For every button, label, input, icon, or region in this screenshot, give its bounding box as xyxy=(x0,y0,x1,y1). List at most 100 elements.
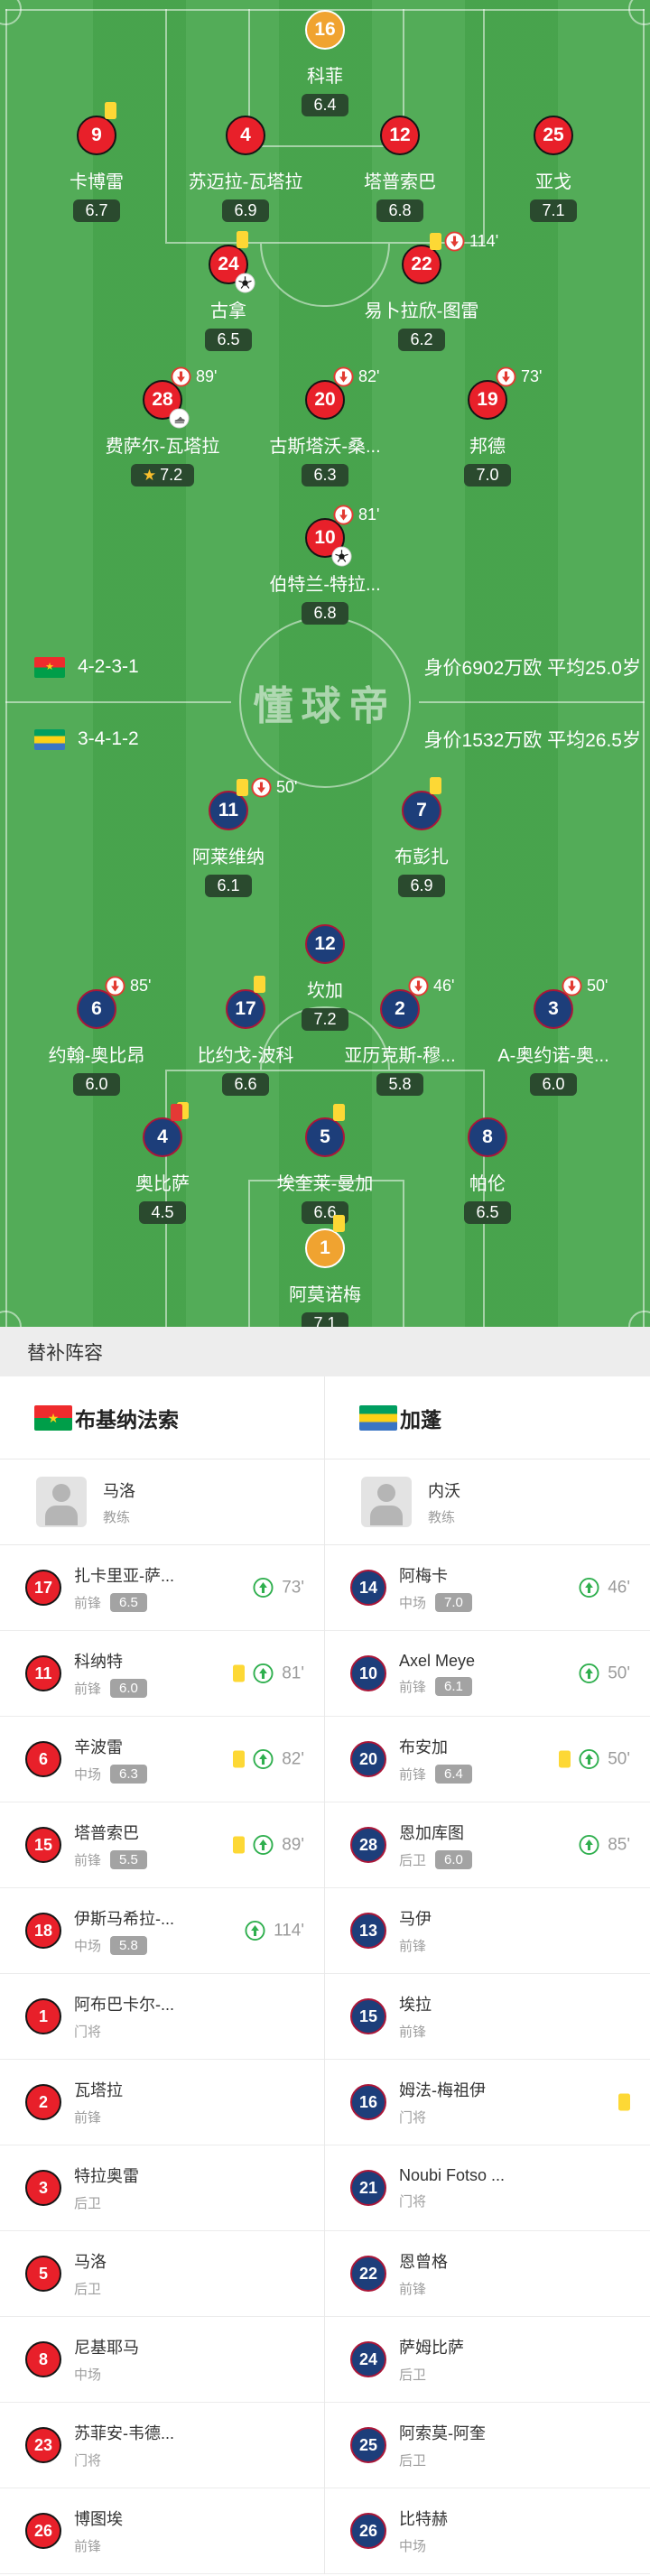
substitute-row[interactable]: 23 苏菲安-韦德... 门将 xyxy=(0,2403,324,2488)
sub-position: 前锋 xyxy=(399,1767,427,1783)
substitute-row[interactable]: 21 Noubi Fotso ... 门将 xyxy=(325,2145,650,2231)
pitch-player[interactable]: 17 比约戈-波科 6.6 xyxy=(160,976,331,1096)
yellow-card-icon xyxy=(430,233,441,250)
yellow-card-icon xyxy=(233,1836,246,1854)
sub-number: 20 xyxy=(358,1749,378,1768)
sub-position: 中场 xyxy=(74,1767,102,1783)
pitch-player[interactable]: 4 苏迈拉-瓦塔拉 6.9 xyxy=(160,116,331,222)
sub-shirt-circle: 23 xyxy=(25,2427,61,2463)
pitch-player[interactable]: 6 约翰-奥比昂 6.0 85' xyxy=(11,976,182,1096)
home-team-header[interactable]: 布基纳法索 xyxy=(0,1376,324,1459)
pitch-player[interactable]: 12 塔普索巴 6.8 xyxy=(314,116,486,222)
sub-shirt-circle: 15 xyxy=(25,1827,61,1863)
substitute-row[interactable]: 1 阿布巴卡尔-... 门将 xyxy=(0,1974,324,2060)
sub-off-icon xyxy=(251,777,272,798)
sub-on-icon xyxy=(253,1834,274,1856)
substitute-row[interactable]: 24 萨姆比萨 后卫 xyxy=(325,2317,650,2403)
sub-rating-badge: 7.0 xyxy=(435,1593,472,1612)
pitch-player[interactable]: 24 古拿 6.5 xyxy=(143,231,314,351)
substitute-row[interactable]: 18 伊斯马希拉-... 中场 5.8 114' xyxy=(0,1888,324,1974)
substitute-row[interactable]: 26 博图埃 前锋 xyxy=(0,2488,324,2574)
pitch-player[interactable]: 9 卡博雷 6.7 xyxy=(11,102,182,222)
pitch-player[interactable]: 10 伯特兰-特拉... 6.8 81' xyxy=(239,505,411,625)
sub-position: 后卫 xyxy=(399,2368,427,2383)
sub-off-minute: 46' xyxy=(433,977,455,995)
substitute-row[interactable]: 11 科纳特 前锋 6.0 81' xyxy=(0,1631,324,1717)
pitch-player[interactable]: 25 亚戈 7.1 xyxy=(468,116,639,222)
pitch-player[interactable]: 20 古斯塔沃-桑... 6.3 82' xyxy=(239,366,411,486)
sub-off-icon xyxy=(333,366,354,387)
sub-position: 前锋 xyxy=(399,2025,427,2040)
player-rating: 6.8 xyxy=(313,604,337,622)
pitch-player[interactable]: 16 科菲 6.4 xyxy=(239,10,411,116)
pitch-player[interactable]: 7 布彭扎 6.9 xyxy=(336,777,507,897)
away-substitutes-list: 14 阿梅卡 中场 7.0 46' 10 Axel Meye 前锋 6.1 50… xyxy=(325,1545,650,2574)
goal-ball-icon xyxy=(331,546,352,567)
home-coach-row[interactable]: 马洛 教练 xyxy=(0,1459,324,1545)
player-rating: 4.5 xyxy=(151,1203,174,1221)
sub-row-icons: 73' xyxy=(253,1577,304,1598)
goal-ball-icon xyxy=(235,273,255,293)
player-name: 坎加 xyxy=(307,981,343,1001)
player-rating-badge: 6.0 xyxy=(530,1073,577,1096)
away-substitutes-column: 加蓬 内沃 教练 14 阿梅卡 中场 7.0 46' 10 Axel Meye xyxy=(325,1376,650,2574)
substitute-row[interactable]: 16 姆法-梅祖伊 门将 xyxy=(325,2060,650,2145)
substitute-row[interactable]: 8 尼基耶马 中场 xyxy=(0,2317,324,2403)
substitute-row[interactable]: 15 塔普索巴 前锋 5.5 89' xyxy=(0,1802,324,1888)
substitute-row[interactable]: 10 Axel Meye 前锋 6.1 50' xyxy=(325,1631,650,1717)
player-rating: 7.0 xyxy=(476,466,499,484)
corner-arc xyxy=(628,1311,650,1327)
player-rating: 6.3 xyxy=(313,466,337,484)
penalty-box-bottom xyxy=(165,1070,485,1327)
player-top-badges xyxy=(333,1215,345,1232)
pitch-player[interactable]: 22 易卜拉欣-图雷 6.2 114' xyxy=(336,231,507,351)
pitch-player[interactable]: 2 亚历克斯-穆... 5.8 46' xyxy=(314,976,486,1096)
substitute-row[interactable]: 13 马伊 前锋 xyxy=(325,1888,650,1974)
sub-row-icons: 114' xyxy=(245,1920,304,1941)
sub-row-icons: 50' xyxy=(579,1663,630,1684)
player-number: 3 xyxy=(548,998,559,1019)
pitch-player[interactable]: 3 A-奥约诺-奥... 6.0 50' xyxy=(468,976,639,1096)
pitch-player[interactable]: 12 坎加 7.2 xyxy=(239,924,411,1031)
player-rating: 7.1 xyxy=(542,201,565,219)
pitch-player[interactable]: 4 奥比萨 4.5 xyxy=(77,1102,248,1224)
away-team-header[interactable]: 加蓬 xyxy=(325,1376,650,1459)
substitute-row[interactable]: 15 埃拉 前锋 xyxy=(325,1974,650,2060)
player-rating: 6.6 xyxy=(313,1203,337,1221)
substitute-row[interactable]: 22 恩曾格 前锋 xyxy=(325,2231,650,2317)
sub-shirt-circle: 3 xyxy=(25,2170,61,2206)
pitch-player[interactable]: 11 阿莱维纳 6.1 50' xyxy=(143,777,314,897)
player-rating-badge: 6.0 xyxy=(73,1073,120,1096)
pitch-player[interactable]: 1 阿莫诺梅 7.1 xyxy=(239,1215,411,1327)
substitute-row[interactable]: 17 扎卡里亚-萨... 前锋 6.5 73' xyxy=(0,1545,324,1631)
substitute-row[interactable]: 28 恩加库图 后卫 6.0 85' xyxy=(325,1802,650,1888)
player-number: 10 xyxy=(314,527,336,548)
pitch-player[interactable]: 5 埃奎莱-曼加 6.6 xyxy=(239,1104,411,1224)
substitute-row[interactable]: 6 辛波雷 中场 6.3 82' xyxy=(0,1717,324,1802)
substitute-row[interactable]: 26 比特赫 中场 xyxy=(325,2488,650,2574)
pitch-player[interactable]: 19 邦德 7.0 73' xyxy=(402,366,573,486)
substitute-row[interactable]: 5 马洛 后卫 xyxy=(0,2231,324,2317)
player-top-badges: 89' xyxy=(171,366,217,387)
pitch-left-line xyxy=(5,9,7,1327)
yellow-card-icon xyxy=(333,1104,345,1121)
pitch-player[interactable]: 28 费萨尔-瓦塔拉 ★ 7.2 89' xyxy=(77,366,248,486)
substitute-row[interactable]: 14 阿梅卡 中场 7.0 46' xyxy=(325,1545,650,1631)
player-bottom-badges xyxy=(169,408,190,429)
substitute-row[interactable]: 20 布安加 前锋 6.4 50' xyxy=(325,1717,650,1802)
substitute-row[interactable]: 3 特拉奥雷 后卫 xyxy=(0,2145,324,2231)
home-team-name: 布基纳法索 xyxy=(75,1407,179,1432)
sub-rating-badge: 6.3 xyxy=(110,1765,147,1784)
yellow-card-icon xyxy=(233,1664,246,1682)
substitute-row[interactable]: 2 瓦塔拉 前锋 xyxy=(0,2060,324,2145)
away-coach-row[interactable]: 内沃 教练 xyxy=(325,1459,650,1545)
sub-player-name: 辛波雷 xyxy=(74,1738,123,1756)
corner-arc xyxy=(0,0,22,25)
pitch-player[interactable]: 8 帕伦 6.5 xyxy=(402,1117,573,1224)
player-shirt-circle: 11 xyxy=(209,791,248,830)
sub-on-icon xyxy=(245,1920,265,1941)
sub-number: 13 xyxy=(358,1921,378,1940)
substitute-row[interactable]: 25 阿索莫-阿奎 后卫 xyxy=(325,2403,650,2488)
sub-position: 门将 xyxy=(74,2453,102,2469)
player-name: 邦德 xyxy=(469,437,506,457)
